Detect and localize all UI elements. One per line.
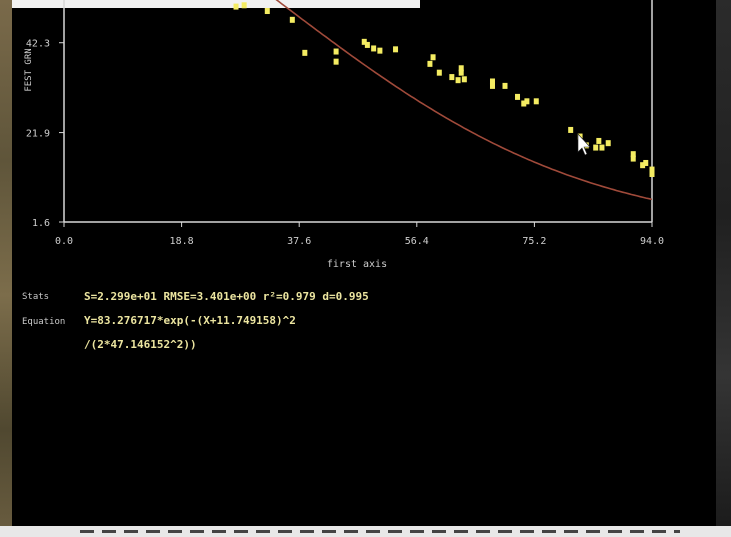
data-point	[302, 49, 308, 56]
stats-label: Stats	[22, 292, 50, 302]
fit-curve-line	[275, 0, 652, 201]
equation-line-2: /(2*47.146152^2))	[84, 338, 197, 351]
data-point	[599, 144, 605, 151]
scatter-chart: 0.0 18.8 37.6 56.4 75.2 94.0 1.6 21.9 42.3 first…	[24, 0, 664, 270]
x-tick-label: 0.0	[55, 236, 73, 247]
x-tick-label: 18.8	[170, 236, 194, 247]
status-strip	[0, 526, 731, 537]
data-point	[502, 82, 508, 89]
y-tick-label: 1.6	[32, 218, 50, 229]
data-point	[630, 151, 636, 158]
data-point	[377, 47, 383, 54]
data-point	[430, 54, 436, 61]
mouse-pointer-icon	[577, 133, 591, 156]
data-point	[461, 76, 467, 83]
data-point	[364, 41, 370, 48]
data-point	[264, 8, 270, 15]
data-point	[596, 137, 602, 144]
data-point	[649, 170, 655, 177]
data-point	[568, 126, 574, 133]
data-point	[393, 46, 399, 53]
equation-label: Equation	[22, 317, 66, 327]
data-point	[436, 69, 442, 76]
data-point	[489, 78, 495, 85]
data-point	[241, 2, 247, 9]
data-point	[455, 77, 461, 84]
data-point	[333, 58, 339, 65]
equation-line-1: Y=83.276717*exp(-(X+11.749158)^2	[84, 314, 296, 327]
x-tick-label: 37.6	[287, 236, 311, 247]
data-point	[458, 65, 464, 72]
data-point	[371, 45, 377, 52]
data-point	[533, 98, 539, 105]
chart-axes	[59, 0, 653, 227]
fit-curve-group	[275, 0, 652, 201]
data-point	[515, 93, 521, 100]
data-point	[649, 166, 655, 173]
data-point	[630, 155, 636, 162]
data-point	[605, 140, 611, 147]
data-point	[593, 144, 599, 151]
data-point	[640, 162, 646, 169]
data-point	[289, 16, 295, 23]
data-point	[427, 60, 433, 67]
y-tick-label: 42.3	[26, 39, 50, 50]
data-point	[361, 38, 367, 45]
window-top-bar	[12, 0, 420, 8]
data-point	[643, 159, 649, 166]
x-tick-label: 56.4	[405, 236, 429, 247]
desktop-edge-left	[0, 0, 12, 537]
tick-labels: 0.0 18.8 37.6 56.4 75.2 94.0 1.6 21.9 42.3	[26, 39, 664, 247]
data-point	[458, 69, 464, 76]
data-point	[521, 100, 527, 107]
x-axis-label: first axis	[327, 259, 387, 270]
x-tick-label: 75.2	[522, 236, 546, 247]
data-point	[524, 98, 530, 105]
desktop-edge-right	[716, 0, 731, 537]
y-axis-label: FEST GRN	[24, 48, 34, 91]
data-point	[489, 82, 495, 89]
y-tick-label: 21.9	[26, 129, 50, 140]
data-point	[449, 74, 455, 81]
x-tick-label: 94.0	[640, 236, 664, 247]
stats-text: S=2.299e+01 RMSE=3.401e+00 r²=0.979 d=0.…	[84, 290, 369, 303]
data-point	[233, 3, 239, 10]
data-points	[233, 2, 655, 177]
data-point	[333, 48, 339, 55]
